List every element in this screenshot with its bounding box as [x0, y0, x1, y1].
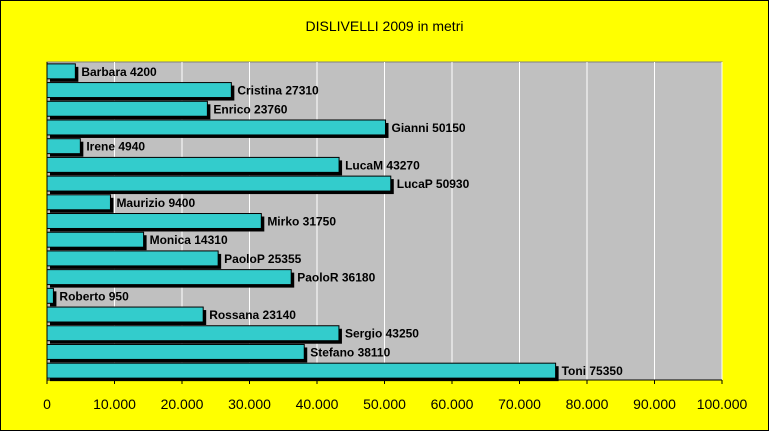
bar: [46, 269, 292, 286]
bar: [46, 100, 208, 117]
x-tick-label: 0: [43, 396, 51, 412]
x-tick-label: 100.000: [697, 396, 748, 412]
bar: [46, 63, 76, 80]
bar: [46, 194, 111, 211]
data-label: Roberto 950: [59, 289, 129, 303]
x-tick-label: 20.000: [161, 396, 204, 412]
x-tick-label: 10.000: [93, 396, 136, 412]
bar: [46, 343, 305, 360]
x-tick-label: 30.000: [228, 396, 271, 412]
x-tick-label: 40.000: [296, 396, 339, 412]
data-label: LucaP 50930: [397, 177, 470, 191]
bar: [46, 119, 387, 136]
data-label: PaoloR 36180: [297, 271, 375, 285]
data-label: Cristina 27310: [237, 84, 319, 98]
data-label: Enrico 23760: [213, 102, 287, 116]
data-label: Sergio 43250: [345, 327, 419, 341]
bar: [46, 306, 204, 323]
bar: [46, 138, 81, 155]
data-label: Monica 14310: [150, 233, 228, 247]
x-tick-label: 90.000: [633, 396, 676, 412]
data-label: Gianni 50150: [392, 121, 466, 135]
data-label: LucaM 43270: [345, 158, 420, 172]
data-label: Irene 4940: [86, 140, 145, 154]
x-tick-label: 60.000: [431, 396, 474, 412]
x-tick-label: 50.000: [363, 396, 406, 412]
bar: [46, 250, 219, 267]
data-label: PaoloP 25355: [224, 252, 301, 266]
bar: [46, 325, 340, 342]
bar: [46, 287, 54, 304]
x-tick-labels: 0 10.000 20.000 30.000 40.000 50.000 60.000 70.…: [43, 396, 747, 412]
bar: [46, 213, 262, 229]
bar: [46, 82, 232, 99]
data-label: Toni 75350: [562, 364, 623, 378]
data-label: Maurizio 9400: [116, 196, 195, 210]
x-ticks: [46, 380, 723, 384]
bar: [46, 362, 557, 379]
bars: [46, 63, 559, 382]
x-tick-label: 70.000: [498, 396, 541, 412]
chart-title: DISLIVELLI 2009 in metri: [305, 18, 464, 34]
data-label: Mirko 31750: [267, 215, 336, 229]
data-label: Rossana 23140: [209, 308, 296, 322]
data-label: Stefano 38110: [310, 345, 390, 359]
data-labels: Barbara 4200 Cristina 27310 Enrico 23760 Gi…: [59, 65, 623, 378]
bar: [46, 175, 392, 192]
bar: [46, 156, 340, 173]
bar: [46, 231, 145, 248]
data-label: Barbara 4200: [81, 65, 157, 79]
x-tick-label: 80.000: [566, 396, 609, 412]
